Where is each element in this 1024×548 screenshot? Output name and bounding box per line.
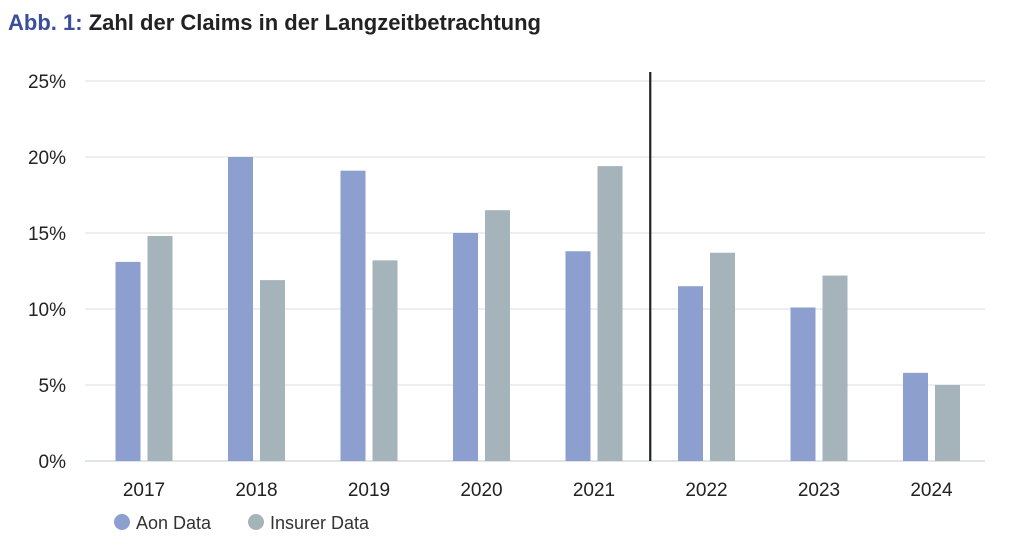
y-tick-label: 10% <box>28 300 66 321</box>
legend: Aon Data Insurer Data <box>114 513 370 533</box>
figure-title-text: Zahl der Claims in der Langzeitbetrachtu… <box>88 10 541 35</box>
bar-aon-data-2018 <box>228 157 253 461</box>
x-tick-label: 2024 <box>910 480 953 501</box>
legend-label: Aon Data <box>136 513 212 533</box>
legend-marker-aon-data <box>114 514 130 530</box>
bar-insurer-data-2020 <box>485 210 510 461</box>
legend-marker-insurer-data <box>248 514 264 530</box>
bar-insurer-data-2022 <box>710 252 735 461</box>
bar-aon-data-2022 <box>678 286 703 461</box>
bar-insurer-data-2017 <box>147 236 173 461</box>
x-tick-label: 2018 <box>235 480 277 501</box>
bar-insurer-data-2018 <box>260 280 285 461</box>
x-tick-label: 2019 <box>348 480 390 501</box>
y-tick-label: 5% <box>39 376 67 397</box>
bar-insurer-data-2023 <box>822 275 848 461</box>
bar-aon-data-2021 <box>565 251 591 461</box>
bar-aon-data-2024 <box>903 372 928 461</box>
bar-insurer-data-2021 <box>597 166 623 461</box>
bar-aon-data-2023 <box>790 307 816 461</box>
y-tick-label: 0% <box>39 452 67 473</box>
bar-aon-data-2020 <box>453 233 478 461</box>
x-tick-label: 2022 <box>685 480 727 501</box>
bar-insurer-data-2024 <box>935 385 960 461</box>
x-tick-label: 2023 <box>798 480 840 501</box>
legend-label: Insurer Data <box>270 513 370 533</box>
bar-aon-data-2019 <box>340 170 366 461</box>
bar-insurer-data-2019 <box>372 260 398 461</box>
gridlines <box>85 80 985 462</box>
bars <box>115 157 960 461</box>
y-tick-label: 15% <box>28 224 66 245</box>
bar-aon-data-2017 <box>115 261 141 461</box>
figure-title-prefix: Abb. 1: <box>8 10 83 35</box>
x-tick-label: 2021 <box>573 480 615 501</box>
x-tick-label: 2017 <box>123 480 165 501</box>
x-axis-ticks: 2017 2018 2019 2020 2021 2022 2023 2024 <box>123 480 953 501</box>
figure-title: Abb. 1: Zahl der Claims in der Langzeitb… <box>8 10 541 36</box>
y-tick-label: 25% <box>28 72 66 93</box>
y-tick-label: 20% <box>28 148 66 169</box>
y-axis-ticks: 0% 5% 10% 15% 20% 25% <box>28 72 66 473</box>
x-tick-label: 2020 <box>460 480 502 501</box>
